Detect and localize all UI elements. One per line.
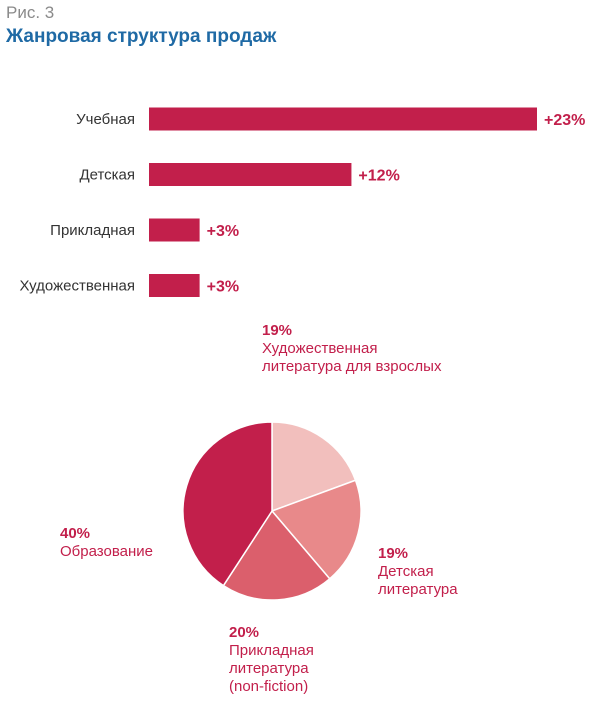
value-label: +3% [207,279,239,296]
pie-slice-3 [182,421,273,587]
pie-label-nonfiction: 20% Прикладная литература (non-fiction) [229,624,314,696]
bar-2 [149,218,200,242]
pie-chart [182,421,362,601]
pie-label-pct: 20% [229,624,260,641]
pie-label-name: Художественная литература для взрослых [262,340,442,375]
category-label: Прикладная [50,222,135,239]
bar-3 [149,274,200,297]
bar-chart: Учебная +23% Детская +12% Прикладная +3% Худож… [19,107,585,297]
figure-title: Жанровая структура продаж [6,26,277,47]
pie-label-name: Образование [60,543,153,560]
category-label: Художественная [19,278,135,295]
value-label: +23% [544,112,585,129]
category-label: Детская [79,167,135,184]
pie-slice-1 [270,479,362,580]
value-label: +3% [207,223,239,240]
figure-label: Рис. 3 [6,3,55,22]
pie-label-name: Прикладная литература (non-fiction) [229,642,314,695]
pie-slice-2 [222,509,331,601]
pie-label-pct: 19% [378,545,409,562]
pie-slice-0 [271,421,357,513]
pie-label-pct: 19% [262,322,293,339]
value-label: +12% [358,168,399,185]
bar-0 [149,107,537,131]
pie-label-name: Детская литература [378,563,458,598]
pie-label-fiction: 19% Художественная литература для взросл… [262,322,441,376]
bar-1 [149,163,352,186]
category-label: Учебная [76,111,135,128]
pie-label-education: 40% Образование [60,525,153,561]
pie-label-pct: 40% [60,525,91,542]
pie-label-children: 19% Детская литература [378,545,458,599]
